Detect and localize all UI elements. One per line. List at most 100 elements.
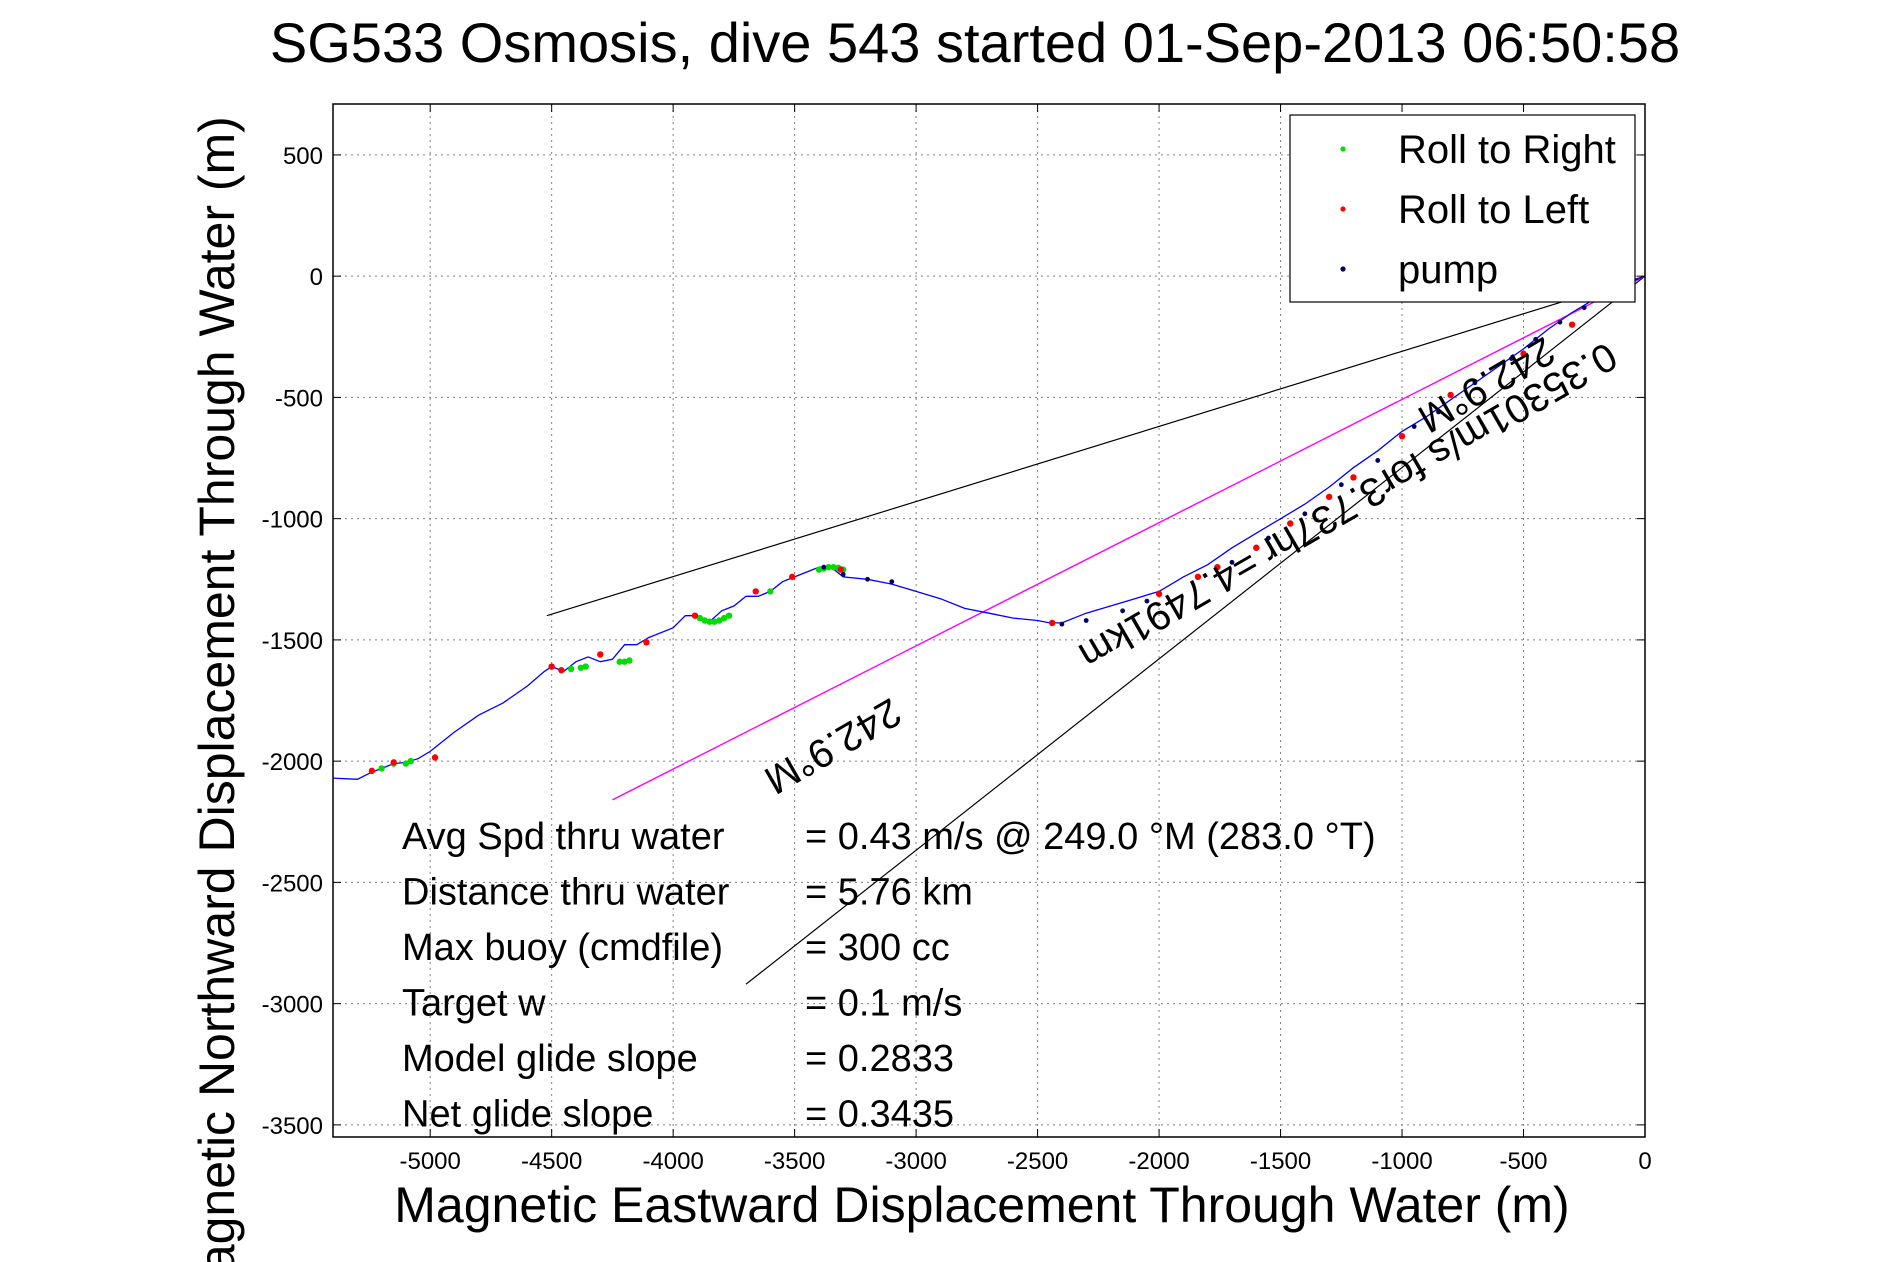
legend-label: Roll to Right	[1398, 128, 1616, 172]
roll-right-point	[701, 617, 708, 624]
stats-value: = 0.3435	[805, 1094, 954, 1136]
x-tick-label: -3000	[885, 1148, 946, 1175]
pump-point	[1302, 511, 1308, 517]
roll-left-point	[1350, 474, 1357, 481]
pump-point	[1472, 380, 1478, 386]
legend-box	[1289, 114, 1636, 303]
plot-frame	[332, 103, 1646, 1138]
roll-left-point	[1520, 350, 1527, 357]
pump-point	[1059, 621, 1065, 627]
pump-point	[1229, 559, 1235, 565]
roll-right-point	[402, 760, 410, 767]
y-tick-label: 0	[310, 264, 323, 291]
roll-left-point	[431, 754, 439, 761]
roll-left-point	[368, 767, 376, 775]
roll-left-point	[1048, 619, 1056, 627]
roll-right-point	[696, 614, 704, 622]
legend-marker	[1340, 206, 1346, 212]
stats-label: Target w	[402, 983, 546, 1025]
roll-right-point	[815, 566, 823, 573]
roll-left-point	[1253, 544, 1260, 551]
x-tick-label: -1000	[1371, 1148, 1432, 1175]
roll-right-point	[716, 617, 723, 624]
pump-point	[1083, 618, 1089, 623]
y-tick-label: -1000	[262, 507, 323, 534]
stats-label: Max buoy (cmdfile)	[402, 927, 723, 969]
roll-right-point	[767, 588, 774, 595]
legend-marker	[1340, 266, 1346, 272]
roll-left-point	[597, 651, 604, 658]
chart-title: SG533 Osmosis, dive 543 started 01-Sep-2…	[270, 11, 1680, 74]
x-tick-label: -5000	[399, 1148, 460, 1175]
stats-label: Net glide slope	[402, 1094, 653, 1136]
roll-left-point	[837, 566, 844, 573]
x-tick-label: -1500	[1250, 1148, 1311, 1175]
roll-left-point	[643, 639, 650, 646]
y-tick-label: -500	[275, 385, 323, 412]
legend-label: Roll to Left	[1398, 188, 1589, 232]
stats-label: Model glide slope	[402, 1038, 698, 1080]
roll-right-point	[567, 665, 575, 673]
pump-point	[1557, 319, 1563, 325]
pump-point	[1508, 356, 1514, 362]
roll-right-point	[706, 618, 713, 625]
roll-right-point	[626, 657, 633, 664]
roll-right-point	[407, 757, 414, 765]
y-axis-label: Magnetic Northward Displacement Through …	[189, 116, 245, 1262]
stats-value: = 300 cc	[805, 927, 950, 969]
stats-label: Avg Spd thru water	[402, 816, 725, 858]
pump-point	[1581, 305, 1587, 311]
pump-point	[1533, 336, 1539, 342]
roll-left-point	[390, 759, 397, 766]
stats-block: Avg Spd thru water = 0.43 m/s @ 249.0 °M …	[402, 816, 1376, 1136]
y-tick-label: -2000	[262, 749, 323, 776]
roll-left-point	[1287, 520, 1294, 527]
y-axis: 500 0 -500 -1000 -1500 -2000 -2500 -3000 -3500	[262, 143, 1645, 1140]
x-tick-label: -4500	[521, 1148, 582, 1175]
roll-left-point	[1568, 321, 1576, 328]
pump-point	[840, 572, 846, 577]
stats-value: = 0.1 m/s	[805, 983, 962, 1025]
y-tick-label: -3500	[262, 1113, 323, 1140]
heading-line	[612, 275, 1646, 801]
pump-point	[1436, 409, 1441, 415]
x-axis-label: Magnetic Eastward Displacement Through W…	[394, 1177, 1569, 1233]
pump-point	[821, 564, 827, 570]
pump-point	[1144, 598, 1150, 604]
roll-left-point	[1194, 573, 1202, 581]
roll-right-point	[577, 664, 585, 671]
x-tick-label: -4000	[642, 1148, 703, 1175]
roll-right-point	[830, 563, 837, 571]
x-tick-label: -2500	[1007, 1148, 1068, 1175]
roll-right-point	[621, 658, 628, 665]
pump-point	[865, 576, 870, 582]
pump-point	[889, 579, 895, 585]
stats-value: = 5.76 km	[805, 872, 973, 914]
pump-point	[1266, 535, 1271, 541]
roll-left-point	[691, 612, 699, 619]
roll-left-point	[1325, 493, 1333, 501]
pump-point	[1338, 482, 1344, 488]
stats-value: = 0.2833	[805, 1038, 954, 1080]
x-tick-label: -2000	[1128, 1148, 1189, 1175]
roll-right-point	[378, 765, 385, 772]
roll-right-point	[725, 612, 733, 619]
cone-line	[745, 275, 1646, 985]
roll-left-point	[1447, 391, 1454, 399]
y-tick-label: -2500	[262, 870, 323, 897]
roll-left-point	[1155, 590, 1163, 598]
roll-right-point	[616, 658, 623, 665]
legend-marker	[1340, 146, 1346, 152]
pump-point	[1411, 424, 1417, 429]
x-tick-label: -500	[1499, 1148, 1547, 1175]
roll-left-point	[548, 663, 555, 670]
series-layer	[332, 275, 1646, 985]
x-tick-label: 0	[1638, 1148, 1651, 1175]
pump-point	[1375, 458, 1381, 463]
cone-line	[546, 275, 1646, 617]
x-tick-label: -3500	[764, 1148, 825, 1175]
y-tick-label: -1500	[262, 628, 323, 655]
roll-left-point	[789, 573, 796, 581]
x-axis: -5000 -4500 -4000 -3500 -3000 -2500 -2000 -1500…	[399, 104, 1652, 1175]
